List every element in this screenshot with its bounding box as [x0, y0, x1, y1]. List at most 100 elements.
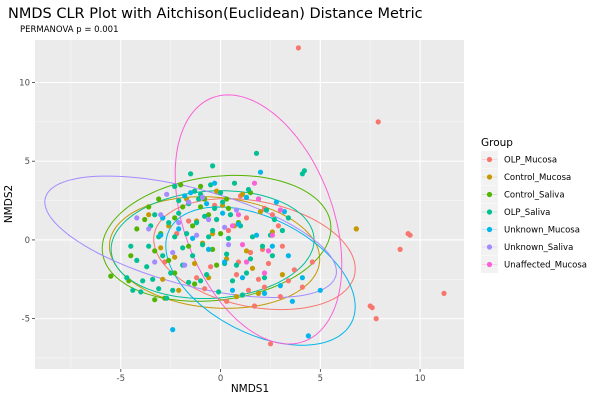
- point-olp-saliva: [231, 180, 238, 186]
- point-olp-saliva: [249, 234, 256, 240]
- point-olp-mucosa: [267, 341, 274, 347]
- point-olp-mucosa: [247, 249, 254, 256]
- point-unknown-mucosa: [206, 246, 212, 252]
- point-unknown-saliva: [158, 212, 164, 218]
- point-olp-saliva: [243, 270, 250, 276]
- chart-subtitle: PERMANOVA p = 0.001: [20, 25, 119, 35]
- legend-item-unknown-saliva: Unknown_Saliva: [481, 238, 573, 256]
- point-control-saliva: [172, 215, 178, 221]
- point-control-saliva: [218, 231, 224, 237]
- legend-item-olp-mucosa: OLP_Mucosa: [481, 151, 557, 168]
- point-olp-saliva: [152, 212, 158, 218]
- legend-label: Unknown_Mucosa: [504, 226, 580, 236]
- point-unknown-mucosa: [253, 232, 260, 238]
- point-olp-mucosa: [299, 284, 305, 290]
- point-control-saliva: [178, 182, 184, 188]
- point-olp-mucosa: [208, 264, 214, 270]
- point-olp-mucosa: [162, 259, 168, 265]
- point-olp-saliva: [216, 289, 222, 295]
- point-unknown-mucosa: [243, 194, 250, 200]
- point-control-saliva: [128, 253, 134, 259]
- point-control-mucosa: [239, 191, 246, 197]
- point-olp-mucosa: [291, 267, 297, 273]
- point-control-mucosa: [257, 209, 264, 215]
- point-olp-mucosa: [233, 272, 240, 278]
- point-control-mucosa: [249, 265, 256, 271]
- legend: Group OLP_Mucosa Control_Mucosa Control_Sa…: [481, 137, 587, 273]
- point-unknown-saliva: [200, 194, 206, 200]
- legend-item-olp-saliva: OLP_Saliva: [481, 203, 550, 221]
- point-olp-saliva: [202, 213, 208, 219]
- point-control-saliva: [156, 196, 162, 202]
- point-unaffected-mucosa: [239, 242, 246, 248]
- point-olp-saliva: [194, 220, 200, 226]
- point-olp-mucosa: [375, 119, 381, 125]
- point-olp-saliva: [164, 295, 170, 301]
- legend-label: Unaffected_Mucosa: [504, 261, 587, 271]
- point-control-saliva: [134, 226, 140, 232]
- point-unknown-mucosa: [239, 275, 246, 281]
- legend-key-dot: [486, 209, 493, 215]
- ellipse-unknown-mucosa: [165, 206, 356, 346]
- point-control-mucosa: [172, 254, 178, 260]
- y-axis-ticks: -5 0 5 10: [19, 79, 35, 325]
- y-tick-label: 10: [19, 79, 30, 89]
- point-control-saliva: [180, 204, 186, 210]
- legend-label: OLP_Saliva: [504, 208, 550, 218]
- point-control-mucosa: [160, 276, 166, 282]
- point-unknown-mucosa: [261, 290, 268, 296]
- point-unknown-saliva: [170, 249, 176, 256]
- x-axis-ticks: -5 0 5 10: [117, 369, 426, 384]
- point-unknown-mucosa: [170, 327, 176, 333]
- point-olp-saliva: [263, 207, 270, 213]
- point-olp-saliva: [160, 253, 166, 259]
- point-olp-saliva: [134, 257, 140, 263]
- point-olp-saliva: [200, 242, 206, 248]
- point-olp-saliva: [172, 234, 178, 240]
- point-unknown-mucosa: [176, 226, 182, 232]
- point-olp-saliva: [259, 243, 266, 249]
- point-olp-saliva: [206, 234, 212, 240]
- point-olp-saliva: [229, 278, 236, 284]
- point-control-saliva: [142, 216, 148, 223]
- legend-key-dot: [486, 226, 493, 233]
- point-unknown-mucosa: [235, 221, 242, 227]
- point-olp-saliva: [204, 272, 210, 278]
- legend-item-control-mucosa: Control_Mucosa: [481, 168, 571, 186]
- point-olp-mucosa: [194, 275, 200, 281]
- point-unknown-mucosa: [158, 232, 164, 238]
- point-olp-mucosa: [261, 284, 268, 290]
- point-olp-saliva: [225, 235, 232, 241]
- point-olp-saliva: [146, 243, 152, 249]
- point-olp-saliva: [188, 171, 194, 177]
- point-unknown-mucosa: [269, 243, 275, 249]
- point-unknown-mucosa: [317, 287, 323, 293]
- ellipse-olp-saliva: [110, 190, 315, 299]
- legend-key-dot: [486, 174, 493, 180]
- point-control-mucosa: [176, 287, 182, 293]
- point-olp-saliva: [170, 287, 176, 293]
- point-unaffected-mucosa: [269, 232, 275, 238]
- point-olp-saliva: [138, 289, 144, 295]
- point-unknown-saliva: [194, 232, 200, 238]
- point-olp-mucosa: [309, 259, 315, 265]
- point-unaffected-mucosa: [255, 196, 262, 202]
- point-olp-mucosa: [279, 243, 285, 249]
- point-olp-mucosa: [295, 45, 301, 51]
- point-olp-saliva: [166, 220, 172, 226]
- point-unknown-saliva: [186, 199, 192, 205]
- x-tick-label: 0: [218, 374, 223, 384]
- point-control-mucosa: [279, 272, 285, 278]
- legend-item-control-saliva: Control_Saliva: [481, 186, 565, 203]
- major-gridlines: [35, 40, 464, 369]
- point-unknown-saliva: [225, 242, 232, 248]
- point-olp-saliva: [128, 243, 134, 249]
- point-olp-mucosa: [186, 218, 192, 224]
- point-olp-mucosa: [225, 227, 232, 234]
- point-unknown-mucosa: [182, 193, 188, 199]
- point-unaffected-mucosa: [261, 270, 268, 276]
- point-control-mucosa: [255, 290, 262, 296]
- point-olp-saliva: [210, 163, 216, 169]
- point-olp-saliva: [180, 245, 186, 251]
